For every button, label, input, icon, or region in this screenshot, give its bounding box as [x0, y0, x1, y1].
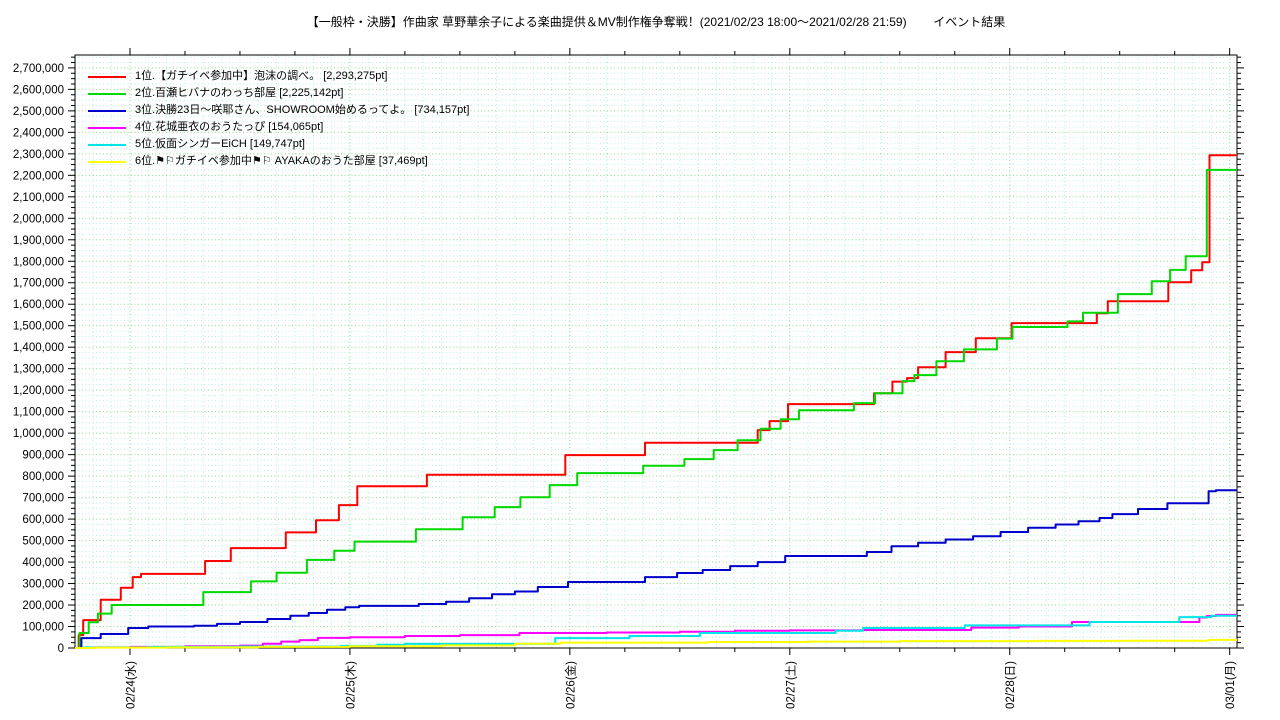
legend-line-swatch-2	[88, 92, 126, 95]
legend-label-4: 4位.花城亜衣のおうたっぴ [154,065pt]	[135, 121, 324, 133]
svg-text:1,600,000: 1,600,000	[13, 299, 64, 311]
svg-text:1,000,000: 1,000,000	[13, 428, 64, 440]
legend-item-4: 4位.花城亜衣のおうたっぴ [154,065pt]	[88, 119, 469, 136]
x-axis-labels: 02/24(水) 02/25(木) 02/26(金) 02/27(土) 02/28(日)…	[124, 661, 1237, 709]
legend-item-2: 2位.百瀬ヒバナのわっち部屋 [2,225,142pt]	[88, 85, 469, 102]
axis-ticks	[68, 48, 1244, 655]
chart-title: 【一般枠・決勝】作曲家 草野華余子による楽曲提供＆MV制作権争奪戦！(2021/…	[306, 15, 1006, 29]
legend-line-swatch-3	[88, 109, 126, 112]
legend-line-swatch-5	[88, 143, 126, 146]
legend: 1位.【ガチイベ参加中】泡沫の調べ。 [2,293,275pt] 2位.百瀬ヒバナ…	[88, 68, 469, 170]
svg-text:2,200,000: 2,200,000	[13, 170, 64, 182]
svg-text:1,500,000: 1,500,000	[13, 321, 64, 333]
series-lines	[75, 154, 1237, 649]
svg-text:1,200,000: 1,200,000	[13, 385, 64, 397]
svg-text:02/26(金): 02/26(金)	[563, 661, 577, 709]
y-axis-labels: 0 100,000 200,000 300,000 400,000 500,000 600,…	[13, 63, 64, 655]
svg-text:02/25(木): 02/25(木)	[344, 661, 357, 709]
svg-text:2,500,000: 2,500,000	[13, 106, 64, 118]
legend-item-1: 1位.【ガチイベ参加中】泡沫の調べ。 [2,293,275pt]	[88, 68, 469, 85]
svg-text:02/24(水): 02/24(水)	[124, 661, 137, 709]
svg-text:1,800,000: 1,800,000	[13, 256, 64, 268]
svg-text:2,300,000: 2,300,000	[13, 149, 64, 161]
svg-text:1,400,000: 1,400,000	[13, 342, 64, 354]
svg-text:500,000: 500,000	[22, 536, 64, 548]
legend-label-3: 3位.決勝23日～咲耶さん、SHOWROOM始めるってよ。 [734,157pt…	[135, 104, 470, 116]
svg-text:400,000: 400,000	[22, 557, 64, 569]
svg-text:2,400,000: 2,400,000	[13, 127, 64, 139]
svg-text:2,600,000: 2,600,000	[13, 84, 64, 96]
svg-text:600,000: 600,000	[22, 514, 64, 526]
svg-text:2,700,000: 2,700,000	[13, 63, 64, 75]
legend-item-3: 3位.決勝23日～咲耶さん、SHOWROOM始めるってよ。 [734,157pt…	[88, 102, 469, 119]
svg-text:02/27(土): 02/27(土)	[784, 661, 797, 709]
svg-text:1,900,000: 1,900,000	[13, 235, 64, 247]
legend-label-6: 6位.⚑⚐ガチイベ参加中⚑⚐ AYAKAのおうた部屋 [37,469pt]	[135, 155, 428, 167]
svg-text:2,000,000: 2,000,000	[13, 213, 64, 225]
svg-text:02/28(日): 02/28(日)	[1005, 661, 1017, 709]
svg-text:100,000: 100,000	[22, 622, 64, 634]
svg-text:0: 0	[58, 643, 64, 655]
legend-item-6: 6位.⚑⚐ガチイベ参加中⚑⚐ AYAKAのおうた部屋 [37,469pt]	[88, 153, 469, 170]
svg-text:200,000: 200,000	[22, 600, 64, 612]
legend-item-5: 5位.仮面シンガーEiCH [149,747pt]	[88, 136, 469, 153]
legend-label-2: 2位.百瀬ヒバナのわっち部屋 [2,225,142pt]	[135, 87, 344, 99]
svg-text:300,000: 300,000	[22, 579, 64, 591]
svg-text:2,100,000: 2,100,000	[13, 192, 64, 204]
svg-text:03/01(月): 03/01(月)	[1225, 661, 1237, 709]
series-line-rank-6	[75, 638, 1237, 649]
legend-line-swatch-6	[88, 160, 126, 163]
legend-line-swatch-1	[88, 75, 126, 78]
series-line-rank-2	[75, 168, 1237, 649]
series-line-rank-3	[75, 489, 1237, 649]
plot-border	[74, 54, 1238, 649]
legend-label-1: 1位.【ガチイベ参加中】泡沫の調べ。 [2,293,275pt]	[135, 70, 388, 82]
svg-text:1,300,000: 1,300,000	[13, 364, 64, 376]
legend-line-swatch-4	[88, 126, 126, 129]
legend-label-5: 5位.仮面シンガーEiCH [149,747pt]	[135, 138, 305, 150]
svg-text:1,700,000: 1,700,000	[13, 278, 64, 290]
svg-text:700,000: 700,000	[22, 493, 64, 505]
svg-text:800,000: 800,000	[22, 471, 64, 483]
svg-text:1,100,000: 1,100,000	[13, 407, 64, 419]
svg-text:900,000: 900,000	[22, 450, 64, 462]
